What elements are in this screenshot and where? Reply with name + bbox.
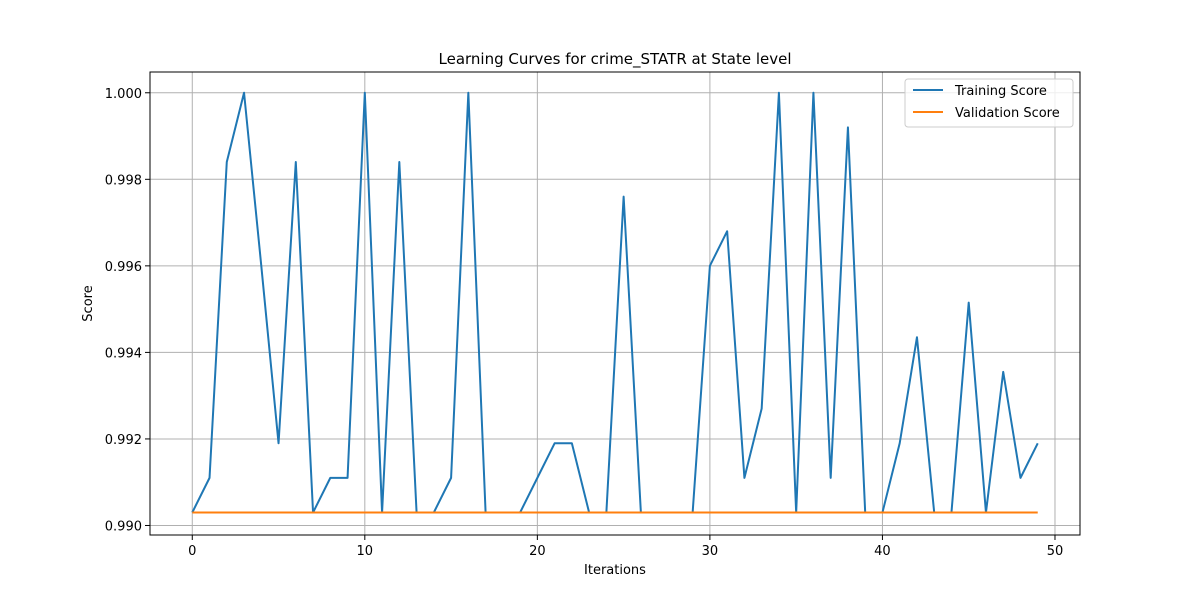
x-tick-label: 10 <box>357 544 374 559</box>
legend-box <box>904 78 1074 128</box>
axis-ticks: 0 10 20 30 40 50 0.990 0.992 0.994 0.996 0.998 1.00… <box>105 87 1063 559</box>
x-tick-label: 40 <box>874 544 891 559</box>
x-tick-label: 20 <box>529 544 546 559</box>
plot-series <box>191 91 1039 514</box>
series-line-training-score <box>191 91 1039 514</box>
legend: Training Score Validation Score <box>904 78 1074 128</box>
y-tick-label: 0.990 <box>105 519 142 534</box>
y-axis-label: Score <box>81 285 96 321</box>
x-axis-label: Iterations <box>584 563 646 578</box>
y-tick-label: 1.000 <box>105 87 142 102</box>
legend-label-training: Training Score <box>954 84 1047 99</box>
x-tick-label: 50 <box>1047 544 1064 559</box>
legend-label-validation: Validation Score <box>955 106 1060 121</box>
y-tick-label: 0.998 <box>105 173 142 188</box>
x-tick-label: 0 <box>188 544 196 559</box>
chart-title: Learning Curves for crime_STATR at State… <box>439 50 792 69</box>
y-tick-label: 0.996 <box>105 260 142 275</box>
axes-frame <box>149 71 1081 536</box>
y-tick-label: 0.994 <box>105 346 142 361</box>
y-tick-label: 0.992 <box>105 433 142 448</box>
x-tick-label: 30 <box>702 544 719 559</box>
